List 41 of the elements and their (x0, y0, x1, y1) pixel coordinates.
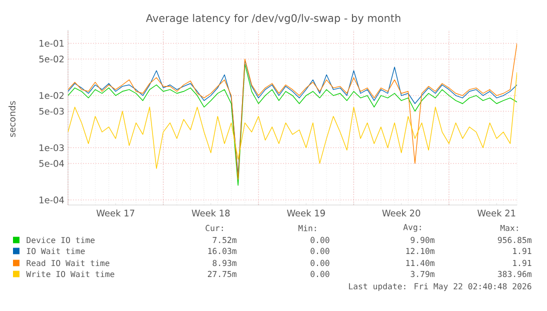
x-tick-label: Week 18 (192, 210, 230, 216)
x-tick-label: Week 17 (96, 210, 134, 216)
text: Avg: (403, 224, 421, 232)
text: 16.03m (208, 248, 236, 254)
chart-title: Average latency for /dev/vg0/lv-swap - by month (146, 14, 400, 24)
x-tick-label: Week 21 (477, 210, 516, 216)
x-tick-label: Week 19 (286, 210, 325, 216)
y-tick-label: 1e-02 (40, 92, 64, 99)
text: 11.40m (406, 260, 434, 266)
text: 27.75m (208, 270, 236, 278)
text: 9.90m (410, 236, 434, 244)
text: 0.00 (310, 236, 330, 244)
text: 0.00 (310, 270, 330, 278)
text: 1.91 (513, 260, 532, 266)
text: 0.00 (310, 260, 330, 266)
y-tick-label: 5e-02 (39, 56, 64, 62)
y-tick-label: 5e-04 (39, 160, 64, 167)
legend-label: IO Wait time (26, 248, 85, 254)
legend-label: Write IO Wait time (26, 270, 114, 278)
y-tick-label: 1e-03 (40, 144, 64, 152)
text: 12.10m (406, 248, 434, 254)
text: 7.52m (212, 236, 236, 244)
y-tick-label: 5e-03 (39, 108, 64, 115)
text: 8.93m (212, 260, 236, 266)
text: Max: (500, 224, 518, 232)
y-tick-label: 1e-01 (40, 40, 64, 47)
text: Min: (298, 224, 316, 232)
text: 3.79m (410, 270, 434, 278)
legend-label: Read IO Wait time (26, 260, 110, 266)
line-series (68, 72, 517, 169)
text: 1.91 (513, 248, 532, 254)
legend-label: Device IO time (26, 236, 95, 244)
y-tick-label: 1e-04 (40, 196, 64, 204)
text: Cur: (206, 224, 223, 232)
x-tick-label: Week 20 (382, 210, 420, 216)
y-axis-title: seconds (8, 101, 16, 137)
text: 383.96m (498, 270, 532, 278)
text: 956.85m (498, 236, 532, 244)
line-series (68, 42, 517, 180)
text: 0.00 (310, 248, 330, 254)
text: Last update: Fri May 22 02:40:48 2026 (349, 283, 532, 291)
